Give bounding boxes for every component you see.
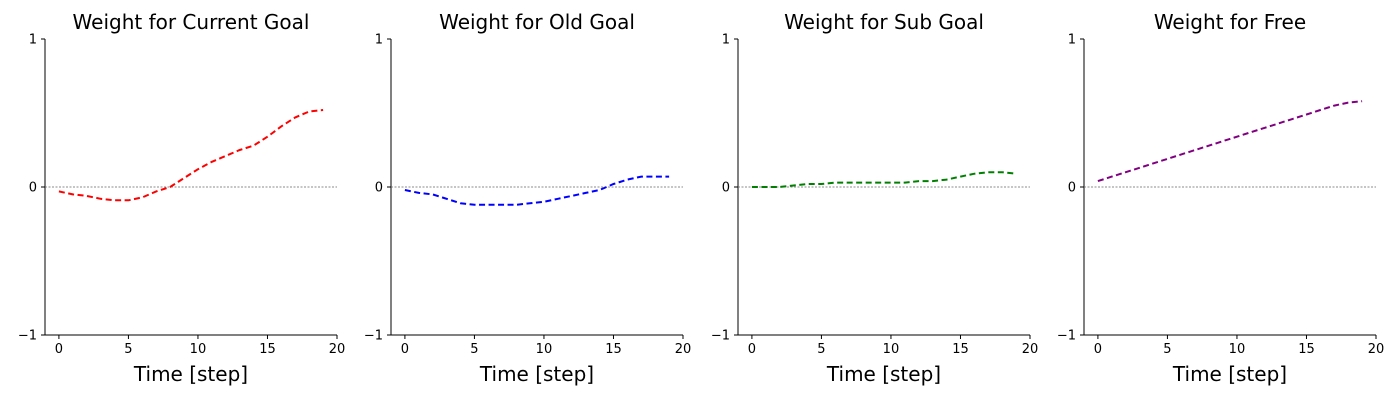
x-tick-label: 20 bbox=[1368, 342, 1385, 357]
x-tick-label: 15 bbox=[605, 342, 622, 357]
y-tick-label: 1 bbox=[1068, 33, 1076, 48]
chart-panel-2: Weight for Old Goal 0 5 10 15 20 −1 0 1 Time [ste… bbox=[364, 10, 691, 386]
x-tick-label: 10 bbox=[883, 342, 900, 357]
y-tick-label: 1 bbox=[375, 33, 383, 48]
x-axis-label: Time [step] bbox=[133, 362, 248, 386]
x-tick-label: 10 bbox=[190, 342, 207, 357]
y-tick-label: 0 bbox=[722, 181, 730, 196]
x-tick-label: 0 bbox=[1094, 342, 1102, 357]
x-tick-label: 5 bbox=[470, 342, 478, 357]
x-axis-label: Time [step] bbox=[1172, 362, 1287, 386]
x-tick-label: 20 bbox=[329, 342, 346, 357]
chart-panel-3: Weight for Sub Goal 0 5 10 15 20 −1 0 1 Time [ste… bbox=[711, 10, 1038, 386]
x-tick-label: 5 bbox=[817, 342, 825, 357]
x-tick-label: 5 bbox=[124, 342, 132, 357]
y-tick-label: 0 bbox=[29, 181, 37, 196]
chart-panel-4: Weight for Free 0 5 10 15 20 −1 0 1 Time [step] bbox=[1057, 10, 1384, 386]
series-line bbox=[1097, 100, 1363, 183]
x-tick-label: 0 bbox=[401, 342, 409, 357]
x-axis-label: Time [step] bbox=[479, 362, 594, 386]
series-line bbox=[58, 109, 324, 202]
x-axis-label: Time [step] bbox=[826, 362, 941, 386]
y-tick-label: −1 bbox=[1057, 329, 1076, 344]
x-tick-label: 20 bbox=[675, 342, 692, 357]
x-tick-label: 5 bbox=[1163, 342, 1171, 357]
chart-title: Weight for Free bbox=[1154, 10, 1306, 34]
y-tick-label: −1 bbox=[18, 329, 37, 344]
y-tick-label: 1 bbox=[722, 33, 730, 48]
x-tick-label: 10 bbox=[1229, 342, 1246, 357]
y-tick-label: 0 bbox=[375, 181, 383, 196]
chart-title: Weight for Current Goal bbox=[73, 10, 310, 34]
y-tick-label: 0 bbox=[1068, 181, 1076, 196]
x-tick-label: 10 bbox=[536, 342, 553, 357]
x-tick-label: 15 bbox=[259, 342, 276, 357]
chart-panel-1: Weight for Current Goal 0 5 10 15 20 −1 0 1 Time … bbox=[18, 10, 345, 386]
x-tick-label: 20 bbox=[1022, 342, 1039, 357]
x-tick-label: 15 bbox=[952, 342, 969, 357]
series-line bbox=[404, 175, 670, 206]
x-tick-label: 15 bbox=[1298, 342, 1315, 357]
y-tick-label: −1 bbox=[364, 329, 383, 344]
x-tick-label: 0 bbox=[55, 342, 63, 357]
x-tick-label: 0 bbox=[748, 342, 756, 357]
chart-title: Weight for Old Goal bbox=[439, 10, 635, 34]
y-tick-label: −1 bbox=[711, 329, 730, 344]
y-tick-label: 1 bbox=[29, 33, 37, 48]
series-line bbox=[751, 171, 1017, 188]
chart-title: Weight for Sub Goal bbox=[784, 10, 984, 34]
